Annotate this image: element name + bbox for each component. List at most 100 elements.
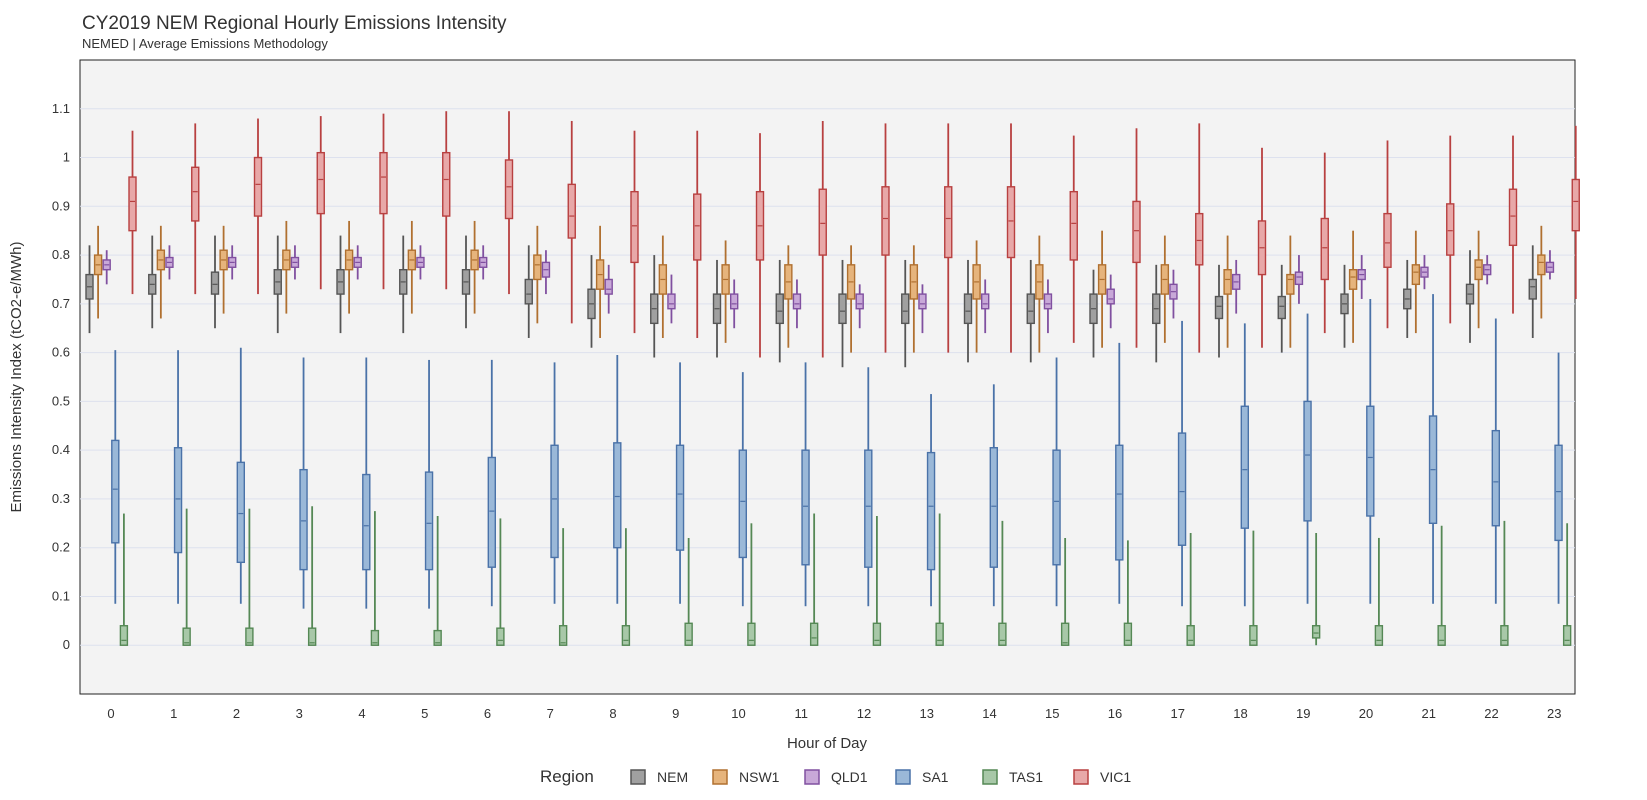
legend-title: Region xyxy=(540,767,594,786)
box xyxy=(236,461,246,564)
x-tick-label: 2 xyxy=(233,706,240,721)
x-tick-label: 13 xyxy=(920,706,934,721)
x-tick-label: 19 xyxy=(1296,706,1310,721)
legend-swatch-qld1 xyxy=(804,769,820,785)
legend-label-sa1: SA1 xyxy=(922,769,949,785)
box xyxy=(1115,444,1124,561)
box xyxy=(1043,293,1053,310)
legend-label-nsw1: NSW1 xyxy=(739,769,780,785)
box xyxy=(684,622,693,646)
x-tick-label: 11 xyxy=(795,706,809,721)
x-tick-label: 17 xyxy=(1171,706,1185,721)
x-axis-title: Hour of Day xyxy=(787,735,868,752)
box xyxy=(1446,203,1455,256)
box xyxy=(1177,432,1187,546)
box xyxy=(316,151,325,215)
box xyxy=(1132,200,1141,264)
box xyxy=(864,449,873,568)
box xyxy=(881,186,890,256)
y-tick-label: 0.8 xyxy=(52,247,70,262)
box xyxy=(747,622,756,646)
box xyxy=(524,278,533,305)
y-tick-label: 1 xyxy=(63,150,70,165)
box xyxy=(872,622,882,646)
box xyxy=(307,627,317,646)
box xyxy=(433,629,442,646)
series-vic1 xyxy=(128,111,1580,358)
legend-label-vic1: VIC1 xyxy=(1100,769,1131,785)
box xyxy=(1500,625,1509,646)
series-nem xyxy=(85,235,1537,368)
box xyxy=(989,447,998,568)
box xyxy=(1195,212,1204,266)
x-tick-label: 5 xyxy=(421,706,428,721)
box xyxy=(1106,288,1115,305)
box xyxy=(1562,625,1572,646)
box xyxy=(818,188,827,256)
series-sa1 xyxy=(111,294,1563,609)
box xyxy=(838,293,847,325)
box xyxy=(1069,190,1078,261)
box xyxy=(1294,271,1304,286)
legend-swatch-nem xyxy=(630,769,646,785)
box xyxy=(1223,269,1232,295)
box xyxy=(1383,212,1392,268)
box xyxy=(1366,405,1375,517)
box xyxy=(1240,405,1250,529)
box xyxy=(1052,449,1061,566)
x-tick-label: 23 xyxy=(1547,706,1561,721)
box xyxy=(935,622,944,646)
x-axis-ticks: 0 1 2 3 4 5 6 7 8 9 10 11 12 13 14 15 16 17 18 19 20 21 22 23 xyxy=(107,706,1561,721)
box xyxy=(1528,278,1537,300)
x-tick-label: 16 xyxy=(1108,706,1122,721)
box xyxy=(998,622,1007,646)
chart-title: CY2019 NEM Regional Hourly Emissions Int… xyxy=(82,13,507,34)
box xyxy=(558,625,568,646)
x-tick-label: 7 xyxy=(547,706,554,721)
chart-subtitle: NEMED | Average Emissions Methodology xyxy=(82,36,328,51)
box xyxy=(379,151,388,215)
x-tick-label: 9 xyxy=(672,706,679,721)
y-tick-label: 0.9 xyxy=(52,198,70,213)
box xyxy=(1554,444,1563,542)
box xyxy=(424,471,434,571)
y-tick-label: 0 xyxy=(63,637,70,652)
x-tick-label: 4 xyxy=(358,706,365,721)
box xyxy=(1537,254,1546,276)
box xyxy=(370,629,380,646)
box xyxy=(963,293,973,325)
x-tick-label: 18 xyxy=(1233,706,1247,721)
x-tick-label: 20 xyxy=(1359,706,1373,721)
y-tick-label: 0.6 xyxy=(52,345,70,360)
x-tick-label: 10 xyxy=(731,706,745,721)
series-qld1 xyxy=(102,245,1555,334)
box xyxy=(693,193,702,261)
box xyxy=(1286,273,1295,295)
series-nsw1 xyxy=(93,220,1546,353)
box xyxy=(362,473,371,571)
box xyxy=(621,625,631,646)
legend: Region NEM NSW1 QLD1 SA1 TAS1 VIC1 xyxy=(540,767,1131,786)
box xyxy=(111,439,120,544)
box xyxy=(1374,625,1384,646)
box xyxy=(801,449,810,566)
legend-swatch-vic1 xyxy=(1073,769,1089,785)
box xyxy=(1186,625,1195,646)
box xyxy=(1249,625,1258,646)
box xyxy=(191,166,200,222)
box xyxy=(809,622,819,646)
box xyxy=(487,456,496,568)
legend-swatch-nsw1 xyxy=(712,769,728,785)
box xyxy=(299,468,308,571)
legend-label-nem: NEM xyxy=(657,769,688,785)
box xyxy=(926,451,936,571)
box xyxy=(630,190,639,264)
series-tas1 xyxy=(119,506,1572,646)
x-tick-label: 6 xyxy=(484,706,491,721)
box xyxy=(567,183,576,239)
box xyxy=(1303,400,1312,522)
legend-swatch-sa1 xyxy=(895,769,911,785)
box xyxy=(1437,625,1446,646)
box xyxy=(1320,217,1329,281)
